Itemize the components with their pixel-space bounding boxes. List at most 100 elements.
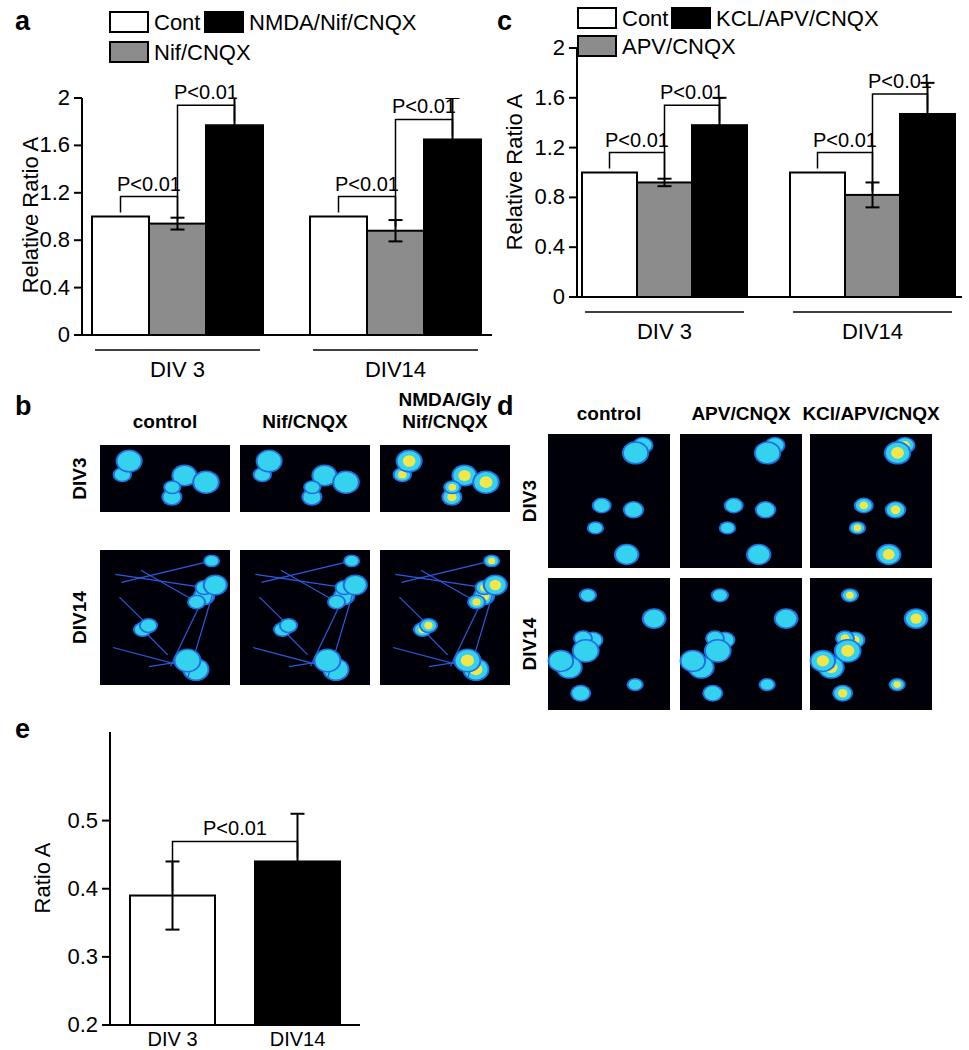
bar	[206, 125, 263, 335]
cell-halo	[116, 450, 143, 473]
cell	[574, 640, 598, 661]
cell-halo	[719, 521, 736, 534]
y-tick-label: 0.4	[534, 234, 565, 259]
cell	[485, 576, 506, 594]
cell	[812, 651, 834, 670]
error-cap	[291, 813, 305, 815]
neurite	[421, 570, 477, 602]
y-tick-label: 0	[58, 322, 70, 347]
legend-label: Cont	[622, 6, 668, 31]
cell-halo	[642, 608, 667, 629]
y-tick-label: 0.8	[534, 184, 565, 209]
cell-bright	[458, 470, 470, 481]
y-tick-label: 2	[553, 35, 565, 60]
panel-label: d	[497, 391, 514, 421]
cell-halo	[889, 678, 906, 691]
bar	[790, 173, 845, 298]
cell-bright	[403, 455, 416, 467]
cell-halo	[279, 618, 298, 633]
cell-halo	[854, 498, 874, 514]
cell-halo	[396, 450, 423, 473]
annotation: P<0.01	[660, 81, 724, 103]
significance-bracket: P<0.01	[660, 81, 724, 178]
cell	[345, 576, 366, 594]
micrograph	[380, 445, 510, 512]
y-tick	[102, 1024, 110, 1026]
cell-halo	[467, 594, 486, 609]
cell	[118, 451, 141, 471]
cell	[421, 619, 436, 631]
cell-halo	[483, 554, 500, 567]
y-tick-label: 1.2	[39, 180, 70, 205]
cell-halo	[876, 544, 901, 565]
cell-halo	[885, 501, 906, 518]
cell	[624, 443, 647, 463]
cell-bright	[854, 525, 861, 532]
bar	[845, 195, 900, 297]
annotation: P<0.01	[868, 70, 932, 92]
cell	[316, 650, 340, 671]
error-cap	[291, 908, 305, 910]
cell-halo	[754, 441, 781, 464]
legend-label: Cont	[154, 10, 200, 35]
micrograph	[680, 578, 802, 710]
cell	[345, 556, 358, 566]
cell-halo	[702, 685, 723, 702]
micrograph	[548, 578, 670, 710]
cell-halo	[419, 618, 438, 633]
bar	[582, 173, 637, 298]
cell	[334, 472, 357, 492]
neurite	[141, 570, 197, 602]
micrograph-bg	[548, 434, 670, 568]
bracket-line	[173, 841, 298, 891]
y-axis-line	[109, 732, 111, 1025]
cell	[776, 610, 797, 628]
y-tick	[74, 239, 82, 241]
cell	[906, 610, 927, 628]
micrograph	[380, 550, 510, 685]
cell-halo	[832, 685, 853, 702]
cell	[834, 686, 851, 700]
bar	[149, 224, 206, 335]
y-tick-label: 1.6	[39, 132, 70, 157]
cell-halo	[774, 608, 799, 629]
cell	[281, 619, 296, 631]
header-line: Nif/CNQX	[262, 411, 348, 432]
legend-swatch	[110, 12, 148, 32]
cell-halo	[904, 608, 929, 629]
error-line	[927, 83, 929, 145]
y-tick	[102, 888, 110, 890]
cell-halo	[343, 574, 368, 595]
micrograph-bg	[100, 445, 230, 512]
panel-label: c	[497, 6, 512, 36]
cell	[572, 686, 589, 700]
error-bar	[921, 83, 935, 145]
cell	[878, 545, 899, 563]
significance-bracket: P<0.01	[605, 129, 669, 179]
legend: ContAPV/CNQXKCL/APV/CNQX	[578, 6, 879, 59]
cell	[836, 640, 860, 661]
annotation: P<0.01	[605, 129, 669, 151]
cell-bright	[461, 655, 474, 667]
cell-halo	[472, 470, 499, 493]
y-tick	[569, 296, 577, 298]
bar	[310, 217, 367, 336]
y-tick-label: 0.4	[67, 876, 98, 901]
group-underline	[793, 311, 952, 313]
annotation: P<0.01	[117, 173, 181, 195]
cell	[856, 499, 872, 512]
cell-bright	[448, 484, 456, 491]
error-cap	[171, 229, 185, 231]
cell	[445, 482, 459, 493]
cell-halo	[810, 650, 836, 672]
cell	[726, 499, 742, 512]
cell	[891, 680, 904, 690]
micrograph-bg	[680, 578, 802, 710]
cell	[721, 523, 734, 533]
legend-swatch	[205, 12, 243, 32]
cell-halo	[203, 574, 228, 595]
cell-halo	[614, 544, 639, 565]
significance-bracket: P<0.01	[813, 129, 877, 191]
bracket-line	[396, 119, 453, 226]
cell	[616, 545, 637, 563]
